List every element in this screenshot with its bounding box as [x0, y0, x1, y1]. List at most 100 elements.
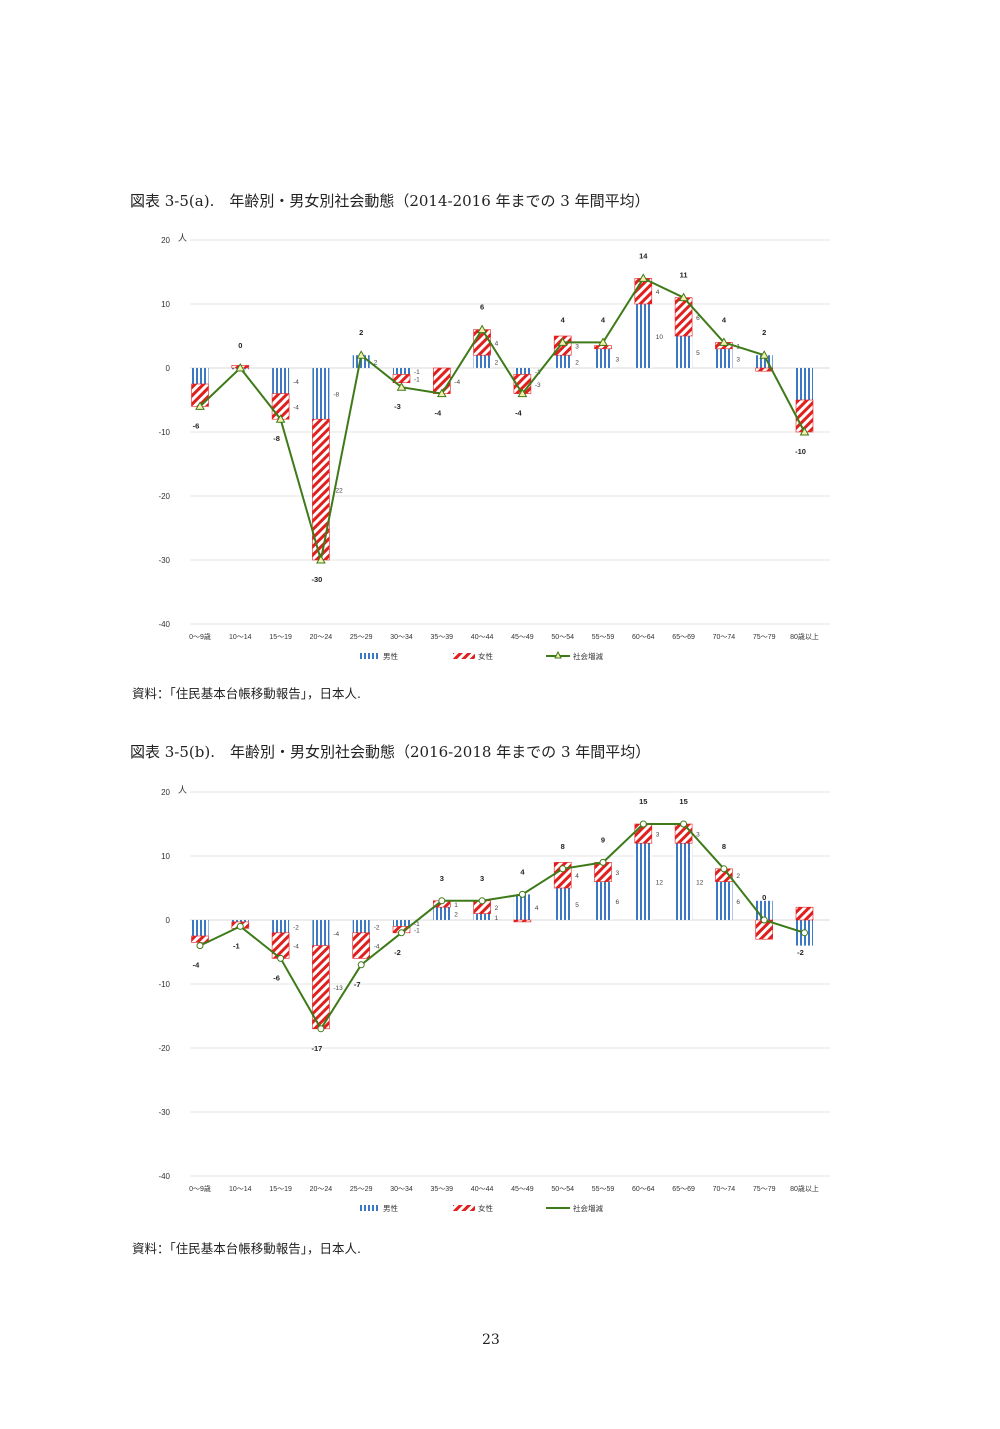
legend-female-label: 女性: [478, 651, 493, 661]
x-tick-label: 60～64: [632, 634, 655, 641]
total-marker: [639, 820, 647, 828]
male-data-label: 10: [656, 334, 664, 341]
female-data-label: 2: [495, 905, 499, 912]
total-marker: [559, 865, 567, 873]
x-tick-label: 35～39: [431, 634, 454, 641]
y-tick-label: -20: [158, 492, 170, 501]
male-data-label: -1: [414, 921, 420, 928]
x-tick-label: 30～34: [390, 1186, 413, 1193]
chart-a-title: 図表 3-5(a). 年齢別・男女別社会動態（2014-2016 年までの 3 …: [130, 192, 650, 210]
x-tick-label: 40～44: [471, 1186, 494, 1193]
y-tick-label: 10: [161, 852, 170, 861]
x-tick-label: 25～29: [350, 1186, 373, 1193]
legend: 男性 女性 社会増減: [358, 650, 603, 661]
x-tick-label: 10～14: [229, 634, 252, 641]
male-data-label: 5: [575, 902, 579, 909]
male-data-label: 2: [495, 360, 499, 367]
y-tick-label: -10: [158, 428, 170, 437]
chart-a-source: 資料：「住民基本台帳移動報告」，日本人.: [132, 686, 361, 701]
legend-total-marker: [554, 650, 562, 659]
total-data-label: 4: [520, 867, 525, 876]
total-marker: [316, 554, 326, 564]
y-tick-label: 20: [161, 236, 170, 245]
total-data-label: -17: [311, 1044, 322, 1053]
male-data-label: 12: [696, 880, 704, 887]
total-data-label: 3: [480, 874, 484, 883]
bar-male: [513, 894, 531, 920]
legend-total-label: 社会増減: [573, 651, 603, 661]
male-data-label: 3: [616, 356, 620, 363]
female-data-label: 3: [696, 832, 700, 839]
x-tick-label: 10～14: [229, 1186, 252, 1193]
female-data-label: 4: [575, 873, 579, 880]
total-data-label: 15: [679, 797, 687, 806]
bar-male: [675, 336, 693, 368]
x-tick-label: 55～59: [592, 634, 615, 641]
total-data-label: -3: [394, 402, 401, 411]
total-data-label: -30: [311, 575, 322, 584]
female-data-label: 3: [575, 344, 579, 351]
male-data-label: 5: [696, 350, 700, 357]
x-tick-label: 40～44: [471, 634, 494, 641]
y-tick-label: 0: [166, 364, 171, 373]
bar-female: [594, 345, 612, 350]
x-tick-label: 75～79: [753, 634, 776, 641]
total-marker: [517, 388, 528, 398]
total-data-label: -2: [394, 948, 401, 957]
total-marker: [680, 820, 688, 828]
legend: 男性 女性 社会増減: [358, 1203, 603, 1213]
male-data-label: -4: [333, 931, 339, 938]
female-data-label: -13: [333, 985, 343, 992]
female-data-label: -4: [293, 944, 299, 951]
bar-female: [513, 919, 532, 923]
total-data-label: -10: [795, 447, 806, 456]
total-data-label: 3: [440, 874, 444, 883]
female-data-label: 3: [616, 870, 620, 877]
x-tick-label: 65～69: [672, 634, 695, 641]
male-data-label: 2: [374, 360, 378, 367]
total-marker: [356, 350, 367, 359]
bar-male: [352, 920, 370, 933]
total-marker: [438, 897, 446, 905]
legend-male-swatch: [358, 1205, 380, 1211]
legend-total-label: 社会増減: [573, 1203, 603, 1213]
total-data-label: 0: [762, 893, 766, 902]
x-tick-label: 0～9歳: [189, 632, 211, 641]
x-tick-label: 60～64: [632, 1186, 655, 1193]
x-tick-label: 30～34: [390, 634, 413, 641]
female-data-label: 4: [495, 340, 499, 347]
bar-male: [393, 920, 410, 927]
bar-male: [191, 368, 209, 384]
total-data-label: 14: [639, 251, 648, 260]
total-data-label: -2: [797, 948, 804, 957]
male-data-label: 3: [736, 356, 740, 363]
x-tick-label: 80歳以上: [790, 632, 819, 641]
total-marker: [557, 337, 568, 346]
male-data-label: 2: [454, 912, 458, 919]
female-data-label: -1: [414, 928, 420, 935]
legend-male-swatch: [358, 653, 380, 659]
total-data-label: 2: [762, 328, 766, 337]
total-data-label: 2: [359, 328, 363, 337]
total-data-label: 0: [238, 341, 242, 350]
male-data-label: 2: [575, 360, 579, 367]
legend-female-swatch: [453, 653, 475, 659]
male-data-label: 12: [656, 880, 664, 887]
bar-male: [473, 355, 491, 368]
male-data-label: -2: [374, 924, 380, 931]
total-data-label: -1: [233, 941, 240, 950]
total-data-label: -4: [434, 409, 441, 418]
y-tick-label: 10: [161, 300, 170, 309]
bar-female: [352, 932, 370, 959]
total-marker: [275, 414, 286, 423]
x-tick-label: 50～54: [551, 634, 574, 641]
bar-male: [312, 920, 330, 946]
total-data-label: 9: [601, 835, 605, 844]
x-tick-label: 0～9歳: [189, 1184, 211, 1193]
y-axis-unit: 人: [178, 233, 187, 243]
y-tick-label: -30: [158, 1108, 170, 1117]
chart-b-title: 図表 3-5(b). 年齢別・男女別社会動態（2016-2018 年までの 3 …: [130, 743, 651, 761]
x-tick-label: 80歳以上: [790, 1184, 819, 1193]
bar-female: [191, 935, 209, 943]
